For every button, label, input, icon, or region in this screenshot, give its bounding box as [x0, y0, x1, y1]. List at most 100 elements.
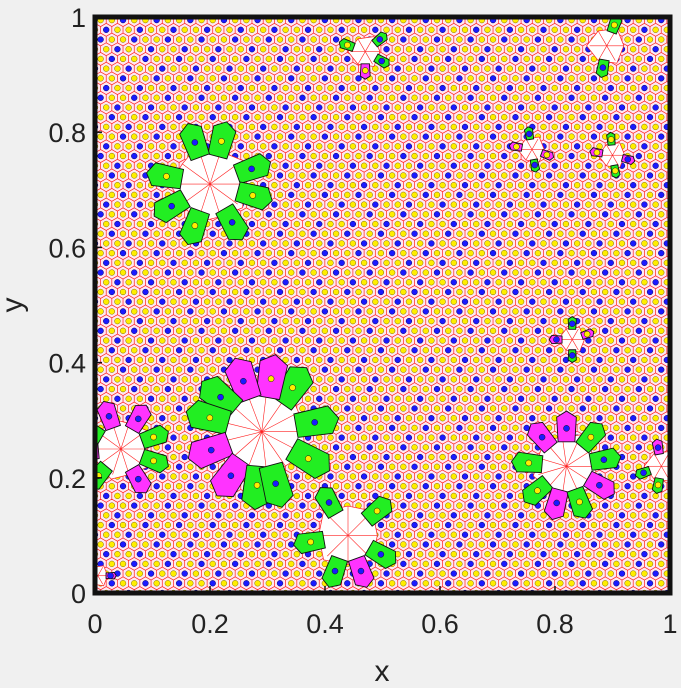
lattice-site [489, 366, 497, 373]
lattice-site [316, 356, 323, 364]
lattice-site [310, 308, 317, 315]
lattice-site [495, 570, 502, 577]
lattice-site [310, 560, 317, 568]
lattice-site [232, 114, 239, 121]
lattice-site [321, 172, 329, 179]
lattice-site [372, 376, 379, 383]
hub-edge [182, 163, 211, 185]
lattice-site [405, 512, 413, 519]
lattice-site [170, 317, 177, 325]
lattice-site [512, 405, 519, 412]
lattice-site [467, 55, 474, 63]
lattice-site [136, 123, 144, 131]
lattice-site [635, 75, 642, 82]
lattice-site [349, 453, 357, 461]
lattice-site [372, 182, 379, 189]
lattice-site [501, 580, 508, 587]
lattice-site [360, 104, 368, 111]
lattice-site [557, 211, 564, 218]
lattice-site [523, 347, 530, 354]
lattice-site [467, 405, 474, 412]
lattice-site [366, 269, 373, 276]
lattice-site [433, 366, 441, 373]
lattice-site [108, 172, 115, 179]
petal-site [611, 21, 618, 29]
lattice-site [624, 269, 631, 276]
lattice-site [551, 123, 558, 131]
lattice-site [332, 308, 340, 315]
lattice-site [153, 249, 160, 257]
lattice-site [473, 415, 480, 422]
lattice-site [142, 347, 149, 354]
lattice-site [142, 385, 149, 393]
lattice-site [136, 46, 144, 53]
lattice-site [159, 376, 166, 383]
lattice-site [321, 308, 329, 315]
lattice-site [271, 531, 278, 538]
lattice-site [366, 152, 373, 160]
lattice-site [192, 279, 200, 286]
lattice-site [293, 65, 300, 72]
lattice-site [551, 104, 558, 111]
lattice-site [652, 395, 659, 402]
lattice-site [630, 46, 637, 53]
hub-edge [120, 448, 143, 466]
lattice-site [226, 356, 233, 364]
lattice-site [248, 240, 256, 247]
hub-edge [120, 423, 130, 450]
lattice-site [394, 473, 401, 480]
lattice-site [495, 259, 502, 267]
lattice-site [103, 356, 110, 364]
lattice-site [338, 259, 345, 267]
lattice-site [534, 172, 542, 179]
lattice-site [198, 269, 205, 276]
lattice-site [461, 220, 469, 228]
lattice-site [316, 220, 323, 228]
lattice-site [187, 75, 194, 82]
lattice-site [635, 444, 642, 451]
lattice-site [613, 191, 620, 199]
lattice-site [377, 444, 385, 451]
lattice-site [579, 55, 586, 63]
lattice-site [136, 298, 144, 305]
lattice-site [506, 453, 514, 461]
lattice-site [635, 172, 642, 179]
plot-area [92, 14, 673, 596]
lattice-site [377, 463, 385, 470]
hub-edge [597, 45, 608, 61]
lattice-site [473, 356, 480, 364]
lattice-site [327, 337, 334, 344]
lattice-site [114, 317, 121, 325]
lattice-site [630, 512, 637, 519]
lattice-site [321, 114, 329, 121]
lattice-site [119, 327, 127, 334]
lattice-site [136, 492, 144, 500]
lattice-site [265, 211, 272, 218]
lattice-site [332, 269, 340, 276]
lattice-site [450, 356, 457, 364]
cluster-right-edge [634, 438, 670, 494]
petal-site [587, 433, 595, 441]
lattice-site [618, 65, 626, 72]
lattice-site [97, 133, 104, 140]
lattice-site [316, 65, 323, 72]
lattice-site [461, 182, 469, 189]
lattice-site [652, 46, 659, 53]
lattice-site [540, 279, 547, 286]
lattice-site [523, 94, 530, 101]
lattice-site [265, 347, 272, 354]
lattice-site [271, 259, 278, 267]
lattice-site [338, 317, 345, 325]
lattice-site [484, 298, 491, 305]
lattice-site [439, 570, 446, 577]
lattice-site [237, 259, 244, 267]
lattice-site [635, 502, 642, 509]
lattice-site [450, 162, 457, 169]
lattice-site [512, 521, 519, 529]
lattice-site [506, 551, 514, 558]
lattice-site [417, 473, 424, 480]
lattice-site [366, 133, 373, 140]
lattice-site [175, 75, 183, 82]
lattice-site [607, 376, 614, 383]
lattice-site [310, 347, 317, 354]
